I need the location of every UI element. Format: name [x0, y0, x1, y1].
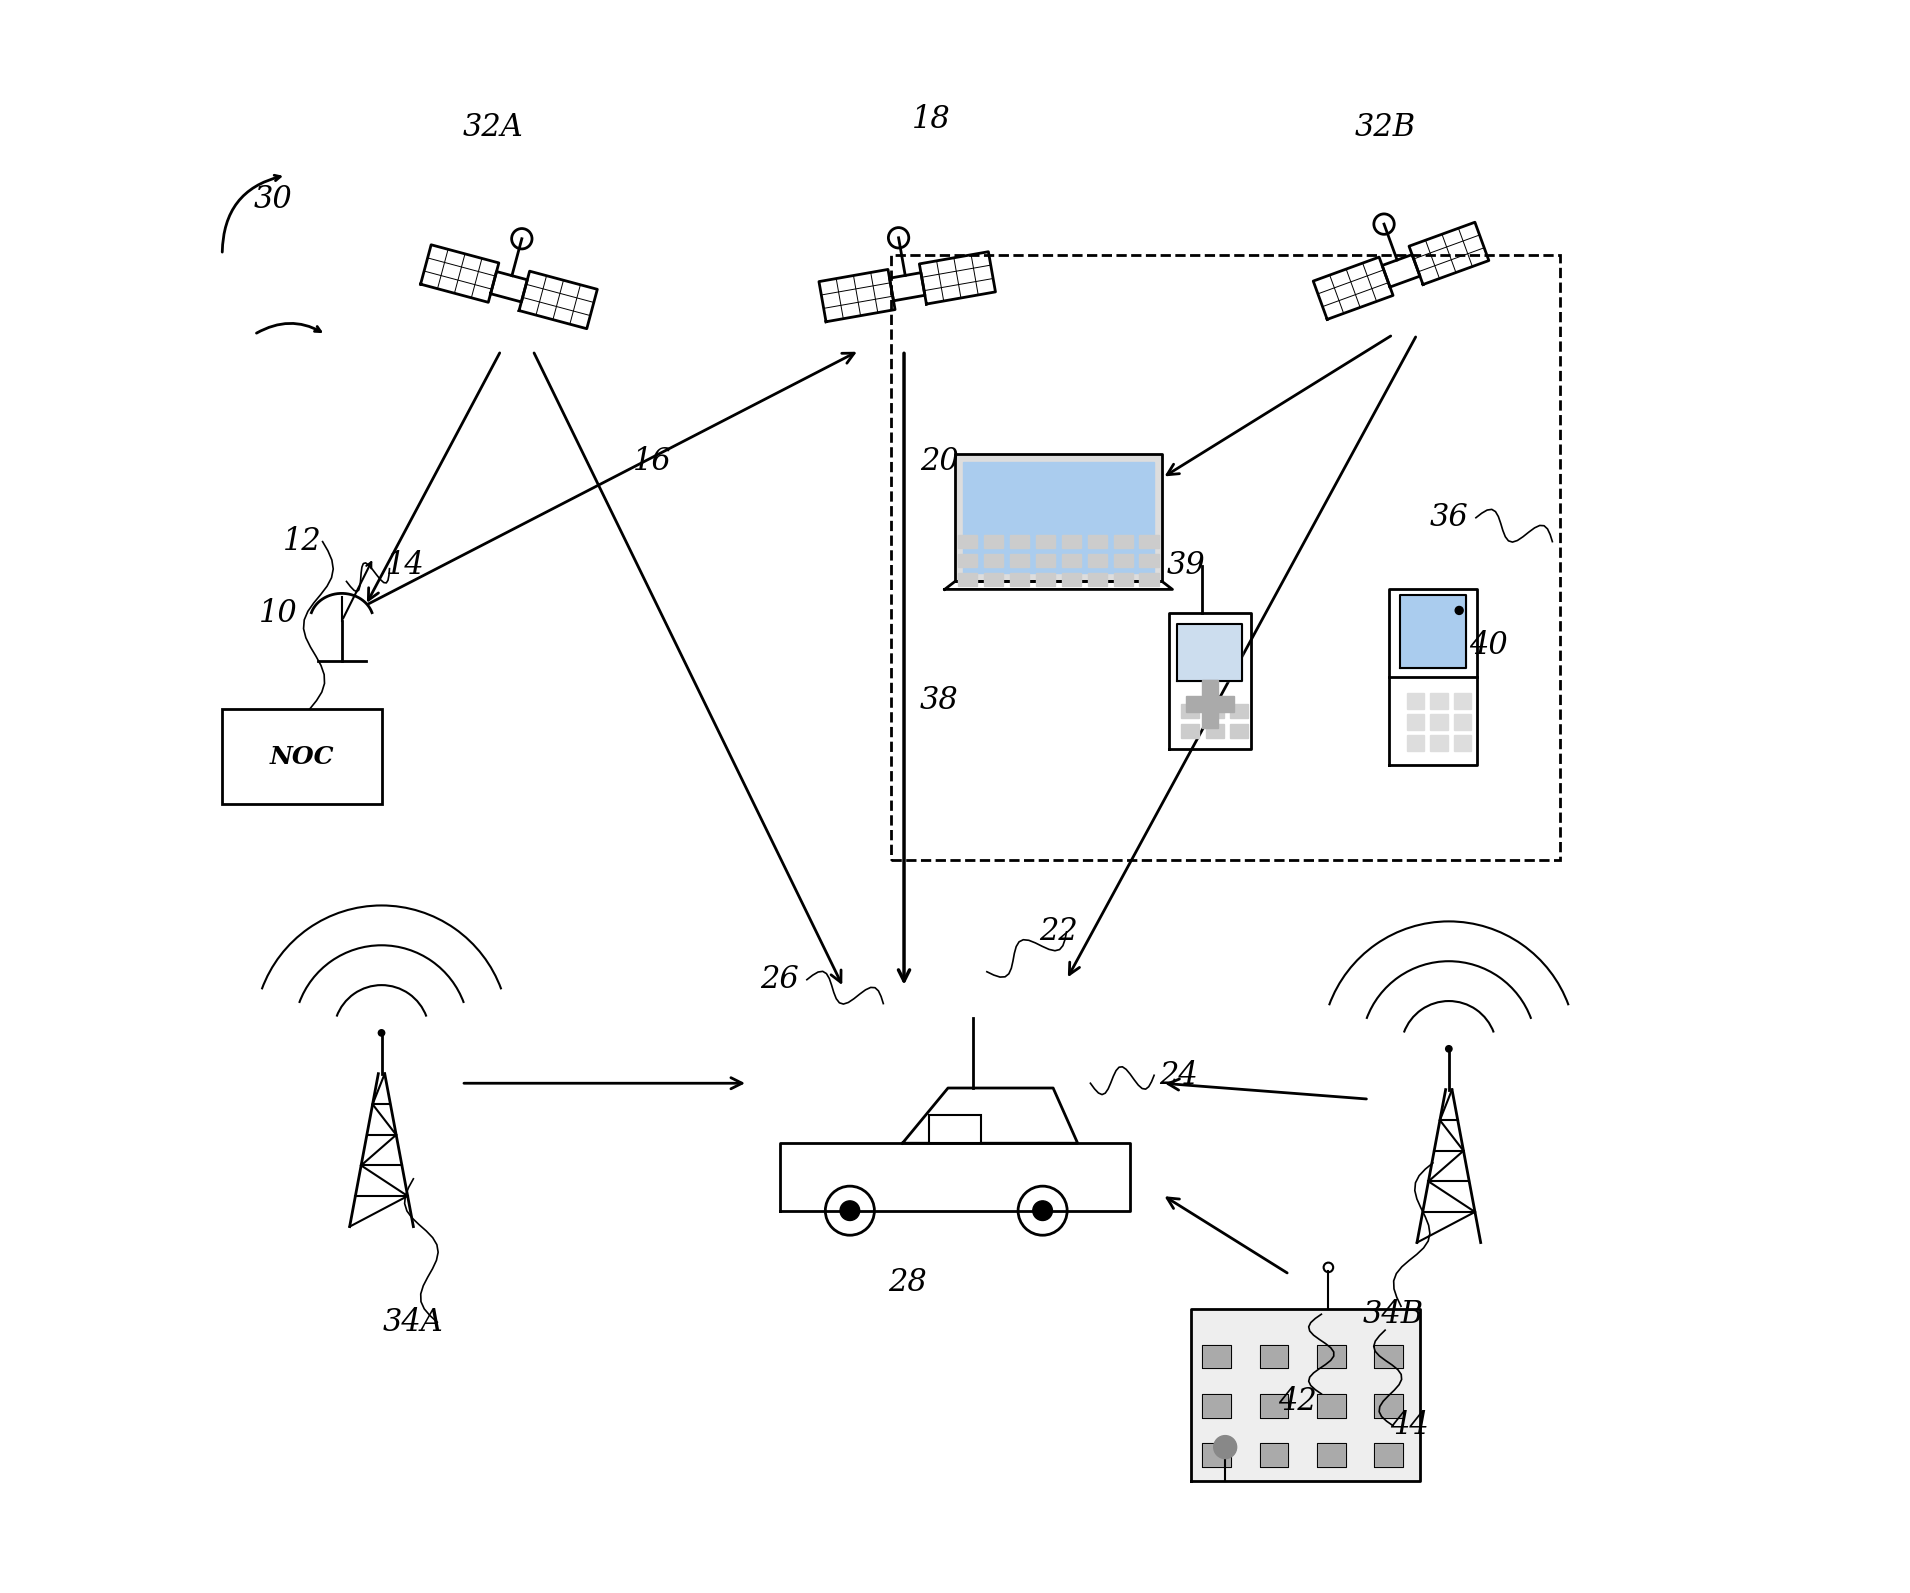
- Polygon shape: [1454, 693, 1471, 709]
- Text: 44: 44: [1390, 1410, 1429, 1442]
- Text: 42: 42: [1278, 1386, 1316, 1418]
- Text: 22: 22: [1039, 916, 1077, 948]
- Polygon shape: [1431, 693, 1448, 709]
- Polygon shape: [1406, 693, 1425, 709]
- Polygon shape: [1201, 1394, 1230, 1418]
- FancyBboxPatch shape: [222, 709, 382, 804]
- Polygon shape: [1114, 535, 1133, 548]
- Polygon shape: [1087, 573, 1106, 586]
- Circle shape: [1455, 607, 1463, 615]
- Polygon shape: [1140, 573, 1159, 586]
- Polygon shape: [1035, 554, 1054, 567]
- Polygon shape: [1140, 554, 1159, 567]
- Polygon shape: [959, 535, 978, 548]
- FancyBboxPatch shape: [928, 1115, 982, 1144]
- Polygon shape: [1186, 696, 1234, 712]
- Circle shape: [1446, 1045, 1452, 1051]
- Polygon shape: [1400, 594, 1465, 669]
- Polygon shape: [1375, 1443, 1404, 1467]
- Polygon shape: [1062, 554, 1081, 567]
- Polygon shape: [1201, 1443, 1230, 1467]
- Polygon shape: [984, 554, 1003, 567]
- Text: 38: 38: [921, 685, 959, 717]
- Circle shape: [1213, 1435, 1236, 1459]
- Text: 12: 12: [283, 526, 321, 558]
- Polygon shape: [1205, 704, 1224, 717]
- Polygon shape: [1182, 725, 1199, 738]
- Polygon shape: [959, 573, 978, 586]
- Polygon shape: [1316, 1443, 1347, 1467]
- Circle shape: [378, 1029, 384, 1035]
- Text: 18: 18: [911, 104, 951, 135]
- Polygon shape: [1087, 554, 1106, 567]
- Polygon shape: [902, 1088, 1077, 1144]
- Polygon shape: [1062, 573, 1081, 586]
- Polygon shape: [1375, 1394, 1404, 1418]
- Text: 26: 26: [760, 964, 798, 996]
- Polygon shape: [1010, 573, 1029, 586]
- Polygon shape: [1182, 704, 1199, 717]
- Polygon shape: [1010, 554, 1029, 567]
- Polygon shape: [959, 554, 978, 567]
- Text: 34B: 34B: [1362, 1298, 1423, 1330]
- Text: 24: 24: [1159, 1059, 1198, 1091]
- Text: 30: 30: [254, 183, 292, 215]
- Text: 40: 40: [1469, 629, 1509, 661]
- Polygon shape: [1230, 725, 1247, 738]
- Polygon shape: [1140, 535, 1159, 548]
- Polygon shape: [945, 581, 1173, 589]
- Polygon shape: [1201, 1344, 1230, 1368]
- Polygon shape: [1454, 714, 1471, 730]
- Polygon shape: [955, 454, 1161, 581]
- Polygon shape: [1190, 1309, 1421, 1481]
- Polygon shape: [1114, 554, 1133, 567]
- Polygon shape: [1201, 680, 1219, 728]
- Text: 14: 14: [386, 550, 424, 581]
- Polygon shape: [1114, 573, 1133, 586]
- Polygon shape: [1454, 734, 1471, 750]
- Polygon shape: [1316, 1394, 1347, 1418]
- Text: 39: 39: [1167, 550, 1205, 581]
- Polygon shape: [1177, 624, 1242, 680]
- Text: 16: 16: [632, 446, 672, 478]
- Circle shape: [1033, 1201, 1052, 1220]
- Polygon shape: [1035, 535, 1054, 548]
- Polygon shape: [1259, 1344, 1287, 1368]
- Polygon shape: [1316, 1344, 1347, 1368]
- Polygon shape: [984, 573, 1003, 586]
- Polygon shape: [963, 462, 1154, 573]
- Polygon shape: [1406, 714, 1425, 730]
- Polygon shape: [1259, 1394, 1287, 1418]
- Text: 34A: 34A: [384, 1306, 443, 1338]
- Polygon shape: [1230, 704, 1247, 717]
- Text: NOC: NOC: [269, 744, 334, 769]
- Polygon shape: [1375, 1344, 1404, 1368]
- Polygon shape: [1431, 714, 1448, 730]
- Text: 32A: 32A: [462, 112, 523, 143]
- Text: 36: 36: [1429, 502, 1469, 534]
- Polygon shape: [1389, 589, 1476, 765]
- Polygon shape: [1010, 535, 1029, 548]
- Polygon shape: [1169, 613, 1251, 749]
- Polygon shape: [984, 535, 1003, 548]
- Polygon shape: [1035, 573, 1054, 586]
- Polygon shape: [1259, 1443, 1287, 1467]
- Text: 28: 28: [888, 1266, 926, 1298]
- Text: 20: 20: [921, 446, 959, 478]
- Polygon shape: [1062, 535, 1081, 548]
- Text: 10: 10: [258, 597, 298, 629]
- Circle shape: [840, 1201, 860, 1220]
- Polygon shape: [1205, 725, 1224, 738]
- Text: 32B: 32B: [1354, 112, 1415, 143]
- Polygon shape: [1087, 535, 1106, 548]
- Polygon shape: [1431, 734, 1448, 750]
- Polygon shape: [779, 1144, 1131, 1211]
- Polygon shape: [1406, 734, 1425, 750]
